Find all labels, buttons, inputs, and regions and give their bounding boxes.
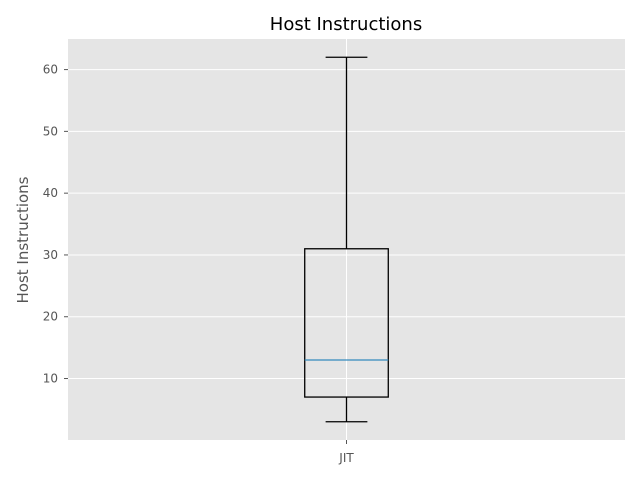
y-tick-label: 30	[43, 248, 58, 262]
chart-title: Host Instructions	[270, 14, 422, 35]
y-tick-label: 10	[43, 372, 58, 386]
axis-ticks: 10 20 30 40 50 60 JIT	[43, 63, 355, 465]
interquartile-box	[304, 248, 389, 398]
y-tick-label: 60	[43, 63, 58, 77]
y-tick-label: 50	[43, 124, 58, 138]
x-tick-label: JIT	[338, 451, 354, 465]
y-tick-label: 40	[43, 186, 58, 200]
y-axis-label: Host Instructions	[14, 176, 32, 303]
box-plot-marks	[304, 56, 389, 423]
box-jit	[304, 56, 389, 423]
y-tick-label: 20	[43, 310, 58, 324]
